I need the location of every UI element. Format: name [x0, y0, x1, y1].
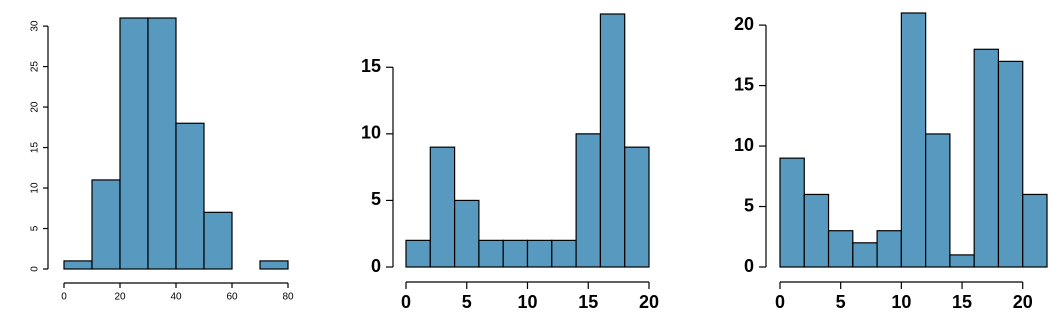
y-tick-label: 0: [371, 256, 381, 276]
x-tick-label: 20: [114, 292, 126, 303]
bar: [575, 133, 601, 268]
bar: [63, 260, 93, 270]
y-tick-label: 5: [371, 189, 381, 209]
bar: [779, 157, 805, 268]
x-tick-label: 10: [891, 292, 911, 312]
y-tick-label: 15: [361, 56, 381, 76]
bar: [997, 60, 1024, 268]
bar: [259, 260, 289, 270]
y-tick-label: 5: [744, 195, 754, 215]
y-tick-label: 30: [30, 20, 41, 32]
bar: [429, 146, 456, 268]
y-tick-label: 25: [30, 61, 41, 73]
y-tick-label: 20: [734, 14, 754, 34]
x-tick-label: 0: [401, 292, 411, 312]
x-tick-label: 60: [226, 292, 238, 303]
bar: [1022, 193, 1048, 268]
y-tick-label: 20: [30, 101, 41, 113]
y-tick-label: 10: [361, 123, 381, 143]
x-tick-label: 15: [578, 292, 598, 312]
bar: [925, 133, 951, 268]
bar: [502, 239, 529, 268]
y-tick-label: 15: [30, 142, 41, 154]
bar: [900, 12, 927, 268]
x-tick-label: 10: [517, 292, 537, 312]
x-tick-label: 0: [775, 292, 785, 312]
x-tick-label: 5: [836, 292, 846, 312]
bar: [454, 199, 480, 268]
bar: [119, 17, 149, 270]
bar: [551, 239, 577, 268]
y-tick-label: 5: [30, 225, 41, 231]
bar: [405, 239, 431, 268]
bar: [973, 48, 1000, 268]
y-tick-label: 10: [30, 182, 41, 194]
y-tick-label: 0: [744, 256, 754, 276]
bar: [526, 239, 553, 268]
x-tick-label: 15: [952, 292, 972, 312]
bar: [91, 179, 121, 270]
bar: [147, 17, 177, 270]
x-tick-label: 20: [639, 292, 659, 312]
bar: [175, 122, 205, 270]
x-tick-label: 0: [61, 292, 67, 303]
bar: [827, 230, 854, 268]
bar: [599, 13, 626, 268]
y-tick-label: 0: [30, 266, 41, 272]
y-tick-label: 15: [734, 74, 754, 94]
bar: [876, 230, 902, 268]
y-tick-label: 10: [734, 135, 754, 155]
x-tick-label: 5: [462, 292, 472, 312]
bar: [203, 211, 233, 270]
bar: [852, 242, 878, 268]
bar: [949, 254, 975, 268]
bar: [624, 146, 650, 268]
x-tick-label: 20: [1013, 292, 1033, 312]
bar: [803, 193, 830, 268]
x-tick-label: 80: [282, 292, 294, 303]
bar: [478, 239, 504, 268]
x-tick-label: 40: [170, 292, 182, 303]
